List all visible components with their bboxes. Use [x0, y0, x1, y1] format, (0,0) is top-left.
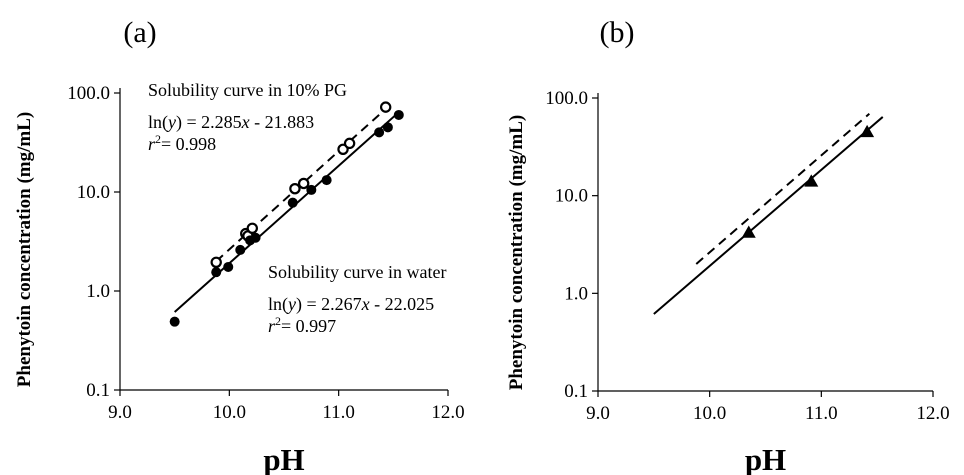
r-value: = 0.998: [161, 134, 216, 154]
x-tick-label: 11.0: [322, 402, 355, 423]
data-point-open-circle: [297, 177, 310, 190]
x-tick-label: 11.0: [805, 403, 838, 424]
data-point-filled-circle: [169, 316, 180, 327]
x-tick-label: 12.0: [916, 403, 949, 424]
data-point-filled-circle: [250, 232, 261, 243]
y-axis-label: Phenytoin concentration (mg/mL): [506, 115, 527, 390]
x-tick-label: 10.0: [693, 403, 726, 424]
data-point-triangle: [860, 124, 875, 138]
annotation-equation: ln(y) = 2.267x - 22.025: [268, 294, 434, 315]
panel-label: (b): [600, 16, 635, 49]
eq-var-y: y: [166, 112, 176, 132]
r-value: = 0.997: [281, 316, 336, 336]
r-symbol: r: [268, 316, 276, 336]
data-point-open-circle: [289, 182, 301, 195]
data-point-open-circle: [246, 222, 258, 234]
eq-prefix: ln(: [268, 294, 288, 315]
chart-panel-1: (a) 0.1 1.0 10.0 100.0 9.0 10.0 11.0 12.0 pH Pheny…: [14, 16, 465, 475]
data-point-filled-circle: [374, 127, 385, 138]
eq-var-y: y: [286, 294, 296, 314]
x-axis-label: pH: [263, 442, 304, 475]
data-point-triangle: [804, 174, 819, 187]
data-point-triangle: [741, 225, 756, 238]
r-exponent: 2: [275, 314, 281, 328]
eq-prefix: ln(: [148, 112, 168, 133]
x-axis-label: pH: [745, 442, 786, 475]
eq-suffix: - 21.883: [250, 112, 315, 132]
data-point-filled-circle: [223, 261, 234, 272]
annotation-equation: ln(y) = 2.285x - 21.883: [148, 112, 314, 133]
r-symbol: r: [148, 134, 156, 154]
data-point-open-circle: [379, 101, 392, 113]
r-exponent: 2: [155, 132, 161, 146]
annotation-r-squared: r2= 0.998: [148, 132, 216, 154]
eq-var-x: x: [241, 112, 250, 132]
eq-mid: ) = 2.267: [296, 294, 362, 315]
y-tick-label: 10.0: [77, 182, 110, 203]
x-tick-label: 10.0: [213, 402, 246, 423]
chart-panel-2: (b) 0.1 1.0 10.0 100.0 9.0 10.0 11.0 12.0 pH Pheny…: [506, 16, 950, 475]
data-point-filled-circle: [382, 122, 393, 133]
eq-var-x: x: [361, 294, 370, 314]
y-tick-label: 1.0: [564, 283, 588, 304]
fit-line-10pct-pg: [695, 112, 871, 265]
fit-line-water: [174, 111, 400, 313]
x-tick-label: 12.0: [431, 402, 464, 423]
y-axis-label: Phenytoin concentration (mg/mL): [14, 112, 35, 387]
x-tick-label: 9.0: [108, 402, 132, 423]
eq-suffix: - 22.025: [370, 294, 435, 314]
y-tick-label: 100.0: [67, 83, 110, 104]
y-tick-label: 0.1: [564, 381, 588, 402]
y-tick-label: 100.0: [545, 88, 588, 109]
y-tick-label: 0.1: [86, 380, 110, 401]
data-point-open-circle: [343, 137, 356, 150]
x-tick-label: 9.0: [586, 403, 610, 424]
data-point-filled-circle: [287, 197, 298, 208]
annotation-title: Solubility curve in 10% PG: [148, 80, 347, 100]
data-point-filled-circle: [235, 244, 246, 255]
data-point-open-circle: [210, 256, 222, 268]
data-point-filled-circle: [393, 109, 404, 120]
data-point-filled-circle: [211, 267, 222, 278]
data-point-filled-circle: [321, 175, 332, 186]
eq-mid: ) = 2.285: [176, 112, 242, 133]
annotation-r-squared: r2= 0.997: [268, 314, 336, 336]
y-tick-label: 1.0: [86, 281, 110, 302]
data-point-filled-circle: [306, 184, 317, 195]
y-tick-label: 10.0: [555, 186, 588, 207]
fit-line-water: [653, 116, 884, 315]
panel-label: (a): [123, 16, 156, 49]
annotation-title: Solubility curve in water: [268, 262, 446, 282]
